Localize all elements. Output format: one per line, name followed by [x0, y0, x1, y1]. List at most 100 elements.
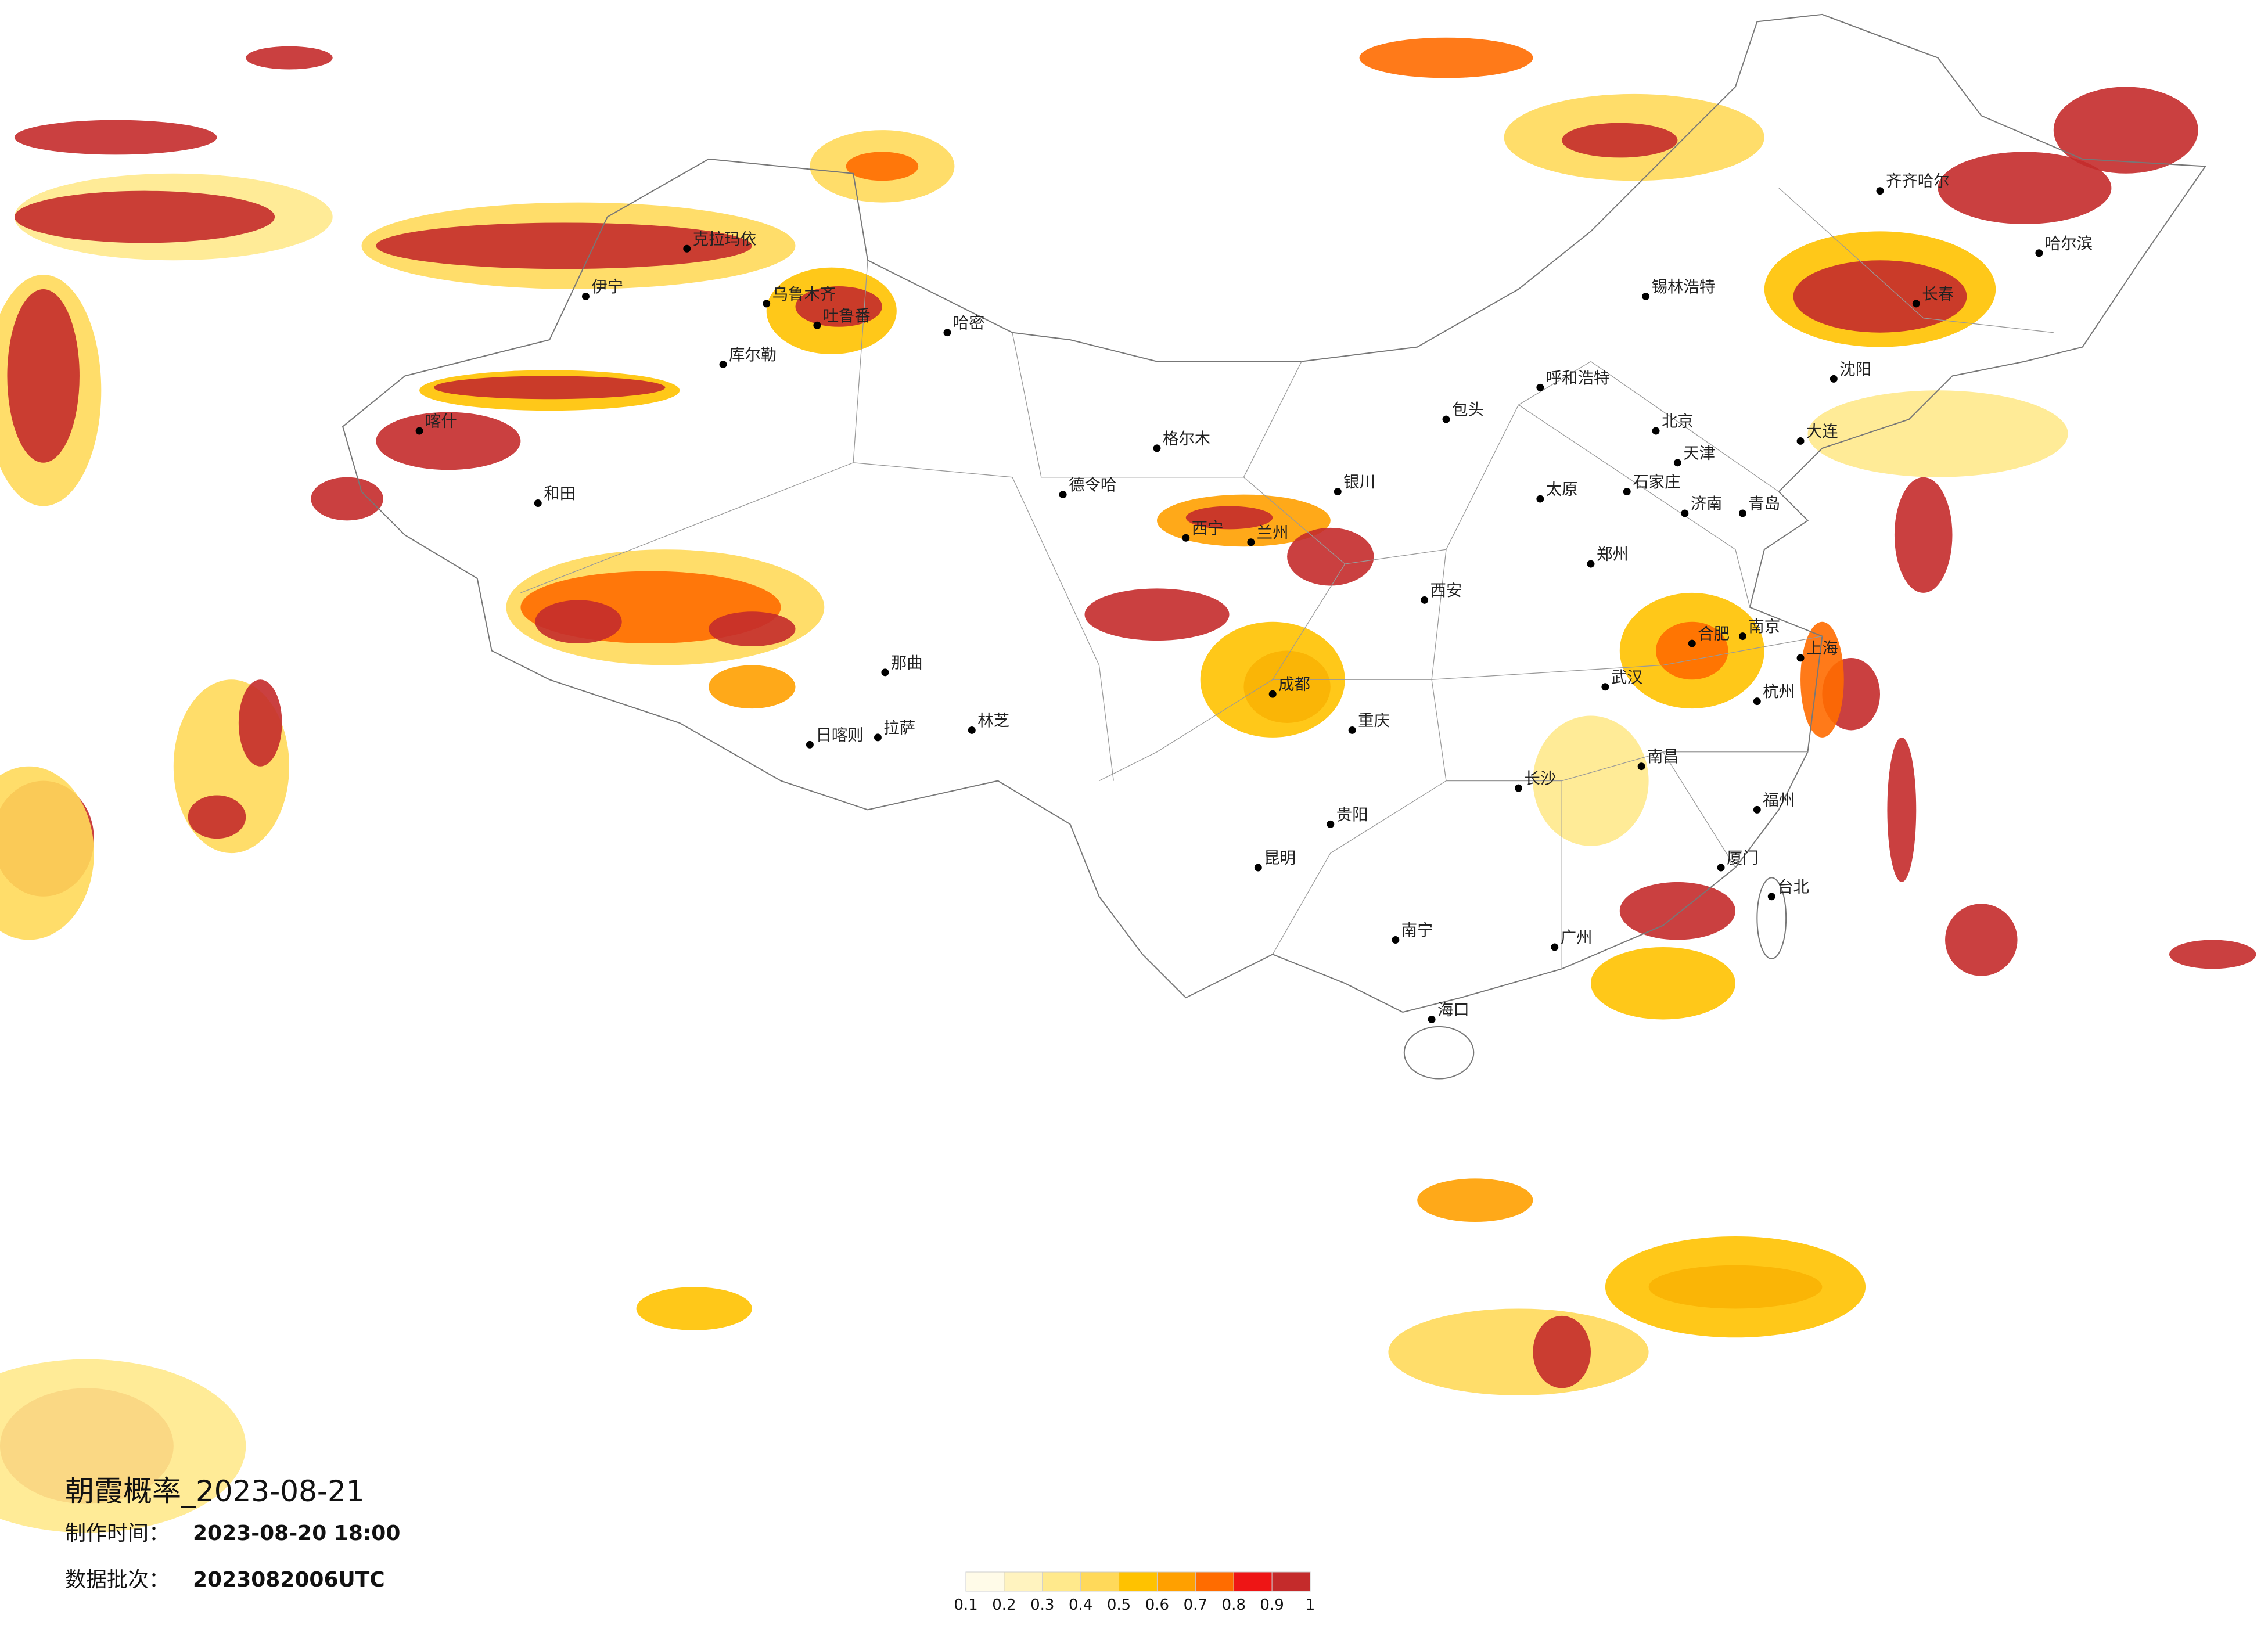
city-label: 海口 [1437, 1001, 1469, 1019]
legend-swatch [1119, 1571, 1158, 1592]
probability-patch [1887, 737, 1917, 882]
probability-patch [1417, 1178, 1533, 1222]
city-dot [1753, 697, 1761, 706]
city-label: 沈阳 [1839, 361, 1871, 379]
probability-patch [846, 152, 919, 181]
city-dot [1327, 820, 1335, 828]
city-label: 广州 [1561, 929, 1593, 947]
city-dot [1830, 375, 1838, 383]
probability-patch [1185, 506, 1273, 530]
city-dot [1392, 936, 1400, 944]
city-label: 喀什 [425, 413, 457, 431]
city-label: 济南 [1691, 495, 1723, 513]
city-label: 南昌 [1647, 748, 1679, 766]
city-label: 锡林浩特 [1652, 278, 1716, 296]
legend-swatch [1080, 1571, 1120, 1592]
city-dot [1642, 292, 1650, 300]
probability-patch [1656, 621, 1728, 680]
city-dot [1536, 495, 1544, 503]
city-label: 长春 [1922, 285, 1954, 303]
legend-swatch [1195, 1571, 1234, 1592]
probability-patch [795, 286, 882, 327]
city-label: 格尔木 [1163, 430, 1210, 448]
probability-patch [1388, 1308, 1649, 1395]
probability-patch [1807, 390, 2068, 477]
city-dot [1796, 437, 1805, 445]
legend-tick-label: 1 [1306, 1596, 1315, 1614]
city-label: 合肥 [1698, 625, 1730, 643]
city-label: 重庆 [1358, 712, 1390, 730]
probability-patch [188, 795, 246, 839]
city-dot [1652, 427, 1660, 435]
probability-patch [0, 1359, 246, 1533]
city-dot [806, 740, 814, 749]
city-dot [763, 300, 771, 308]
city-label: 乌鲁木齐 [772, 285, 836, 303]
city-dot [1421, 596, 1429, 604]
city-dot [1551, 943, 1559, 951]
city-dot [968, 726, 976, 734]
hainan [1403, 1026, 1475, 1080]
city-label: 哈密 [953, 314, 985, 332]
city-dot [683, 244, 691, 253]
city-label: 西安 [1430, 582, 1462, 600]
probability-patch [1938, 152, 2112, 224]
city-label: 石家庄 [1633, 473, 1680, 491]
city-label: 日喀则 [815, 726, 863, 744]
city-dot [1753, 805, 1761, 814]
city-dot [1738, 509, 1746, 517]
city-dot [1428, 1015, 1436, 1023]
city-dot [1587, 560, 1595, 568]
legend-tick-label: 0.8 [1222, 1596, 1246, 1614]
city-label: 武汉 [1611, 668, 1643, 686]
probability-patch [1605, 1236, 1866, 1338]
city-dot [581, 292, 590, 300]
city-label: 长沙 [1524, 770, 1556, 788]
probability-patch [535, 600, 622, 644]
city-dot [1796, 654, 1805, 662]
probability-patch [434, 376, 666, 400]
city-label: 拉萨 [883, 719, 915, 737]
city-label: 哈尔滨 [2045, 235, 2093, 253]
city-dot [1153, 444, 1161, 452]
city-label: 青岛 [1748, 495, 1780, 513]
city-label: 贵阳 [1336, 806, 1368, 824]
probability-patch [246, 46, 333, 70]
city-dot [1738, 632, 1746, 641]
city-label: 福州 [1763, 792, 1795, 810]
probability-patch [0, 766, 94, 940]
city-dot [1912, 300, 1920, 308]
city-dot [1637, 762, 1645, 771]
city-label: 伊宁 [591, 278, 623, 296]
city-dot [1334, 488, 1342, 496]
legend-tick-label: 0.9 [1260, 1596, 1284, 1614]
probability-patch [636, 1287, 752, 1330]
city-dot [1515, 784, 1522, 792]
city-label: 包头 [1452, 401, 1484, 419]
city-label: 厦门 [1727, 850, 1759, 868]
city-dot [1673, 459, 1681, 467]
city-label: 库尔勒 [729, 346, 777, 364]
legend-swatch [1271, 1571, 1311, 1592]
city-label: 林芝 [977, 712, 1009, 730]
probability-patch [14, 120, 217, 155]
probability-patch [1619, 882, 1735, 940]
probability-patch [2169, 940, 2256, 969]
probability-patch [709, 665, 796, 709]
city-dot [1876, 187, 1884, 195]
city-label: 呼和浩特 [1546, 369, 1610, 387]
city-label: 吐鲁番 [823, 307, 871, 325]
probability-patch [709, 611, 796, 647]
city-label: 大连 [1806, 423, 1838, 441]
probability-patch [1945, 904, 2018, 976]
city-dot [1601, 683, 1609, 691]
city-label: 杭州 [1763, 683, 1795, 701]
probability-patch [14, 190, 275, 243]
legend-tick-label: 0.3 [1030, 1596, 1054, 1614]
city-dot [1442, 415, 1450, 423]
city-dot [1681, 509, 1689, 517]
legend-swatch [1156, 1571, 1196, 1592]
city-dot [2035, 249, 2043, 257]
city-label: 南京 [1748, 618, 1780, 636]
probability-patch [1287, 527, 1374, 586]
